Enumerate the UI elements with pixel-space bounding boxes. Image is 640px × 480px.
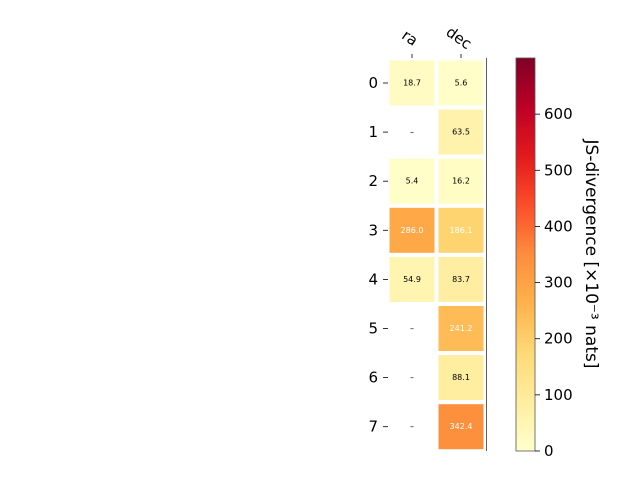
colorbar-tick-label: 0: [544, 442, 554, 460]
heatmap-cell: [438, 109, 484, 155]
cell-value-label: 83.7: [452, 275, 470, 284]
cell-value-label: 54.9: [403, 275, 421, 284]
cell-value-label: 186.1: [450, 226, 473, 235]
row-label: 2: [368, 172, 378, 190]
cell-value-label: –: [410, 128, 414, 137]
heatmap-cell: [438, 306, 484, 351]
cell-value-label: 241.2: [450, 324, 473, 333]
cell-value-label: –: [410, 422, 414, 431]
colorbar-tick-label: 400: [544, 217, 573, 235]
colorbar-tick-label: 200: [544, 330, 573, 348]
colorbar-tick-label: 600: [544, 105, 573, 123]
colorbar-gradient: [515, 57, 536, 452]
row-label: 4: [368, 270, 378, 288]
heatmap-cell: [438, 355, 484, 401]
heatmap-cell: [389, 256, 435, 302]
cell-value-label: –: [410, 373, 414, 382]
heatmap-cell: [438, 256, 484, 302]
heatmap-cell: [389, 60, 435, 106]
cell-value-label: 18.7: [403, 79, 421, 88]
row-labels: 0 1 2 3 4 5 6 7: [368, 74, 388, 436]
heatmap-cell: [438, 158, 484, 204]
row-label: 7: [368, 418, 378, 436]
cell-value-label: 16.2: [452, 177, 470, 186]
heatmap-cell: [389, 158, 435, 204]
cell-value-label: –: [410, 324, 414, 333]
heatmap-cells: 18.7 5.6 – 63.5 5.4 16.2 286.0 186.1 54.9 83.7 – 24…: [389, 60, 484, 450]
cell-value-label: 63.5: [452, 128, 470, 137]
heatmap-cell: [438, 404, 484, 450]
cell-value-label: 286.0: [401, 226, 424, 235]
column-labels: ra dec: [398, 23, 475, 58]
column-label: dec: [443, 23, 475, 53]
cell-value-label: 5.4: [406, 177, 419, 186]
colorbar-tick-label: 300: [544, 274, 573, 292]
row-label: 5: [368, 320, 378, 338]
cell-value-label: 88.1: [452, 373, 470, 382]
cell-value-label: 342.4: [450, 422, 473, 431]
colorbar-label: JS-divergence [×10⁻³ nats]: [581, 139, 601, 369]
colorbar-tick-label: 100: [544, 386, 573, 404]
column-label: ra: [398, 26, 421, 50]
heatmap-cell: [438, 60, 484, 106]
heatmap-cell: [389, 207, 435, 253]
colorbar-tick-label: 500: [544, 161, 573, 179]
cell-value-label: 5.6: [455, 79, 468, 88]
colorbar: 0 100 200 300 400 500 600: [515, 57, 573, 460]
row-label: 0: [368, 74, 378, 92]
row-label: 6: [368, 369, 378, 387]
heatmap-cell: [438, 207, 484, 253]
row-label: 3: [368, 221, 378, 239]
row-label: 1: [368, 123, 378, 141]
